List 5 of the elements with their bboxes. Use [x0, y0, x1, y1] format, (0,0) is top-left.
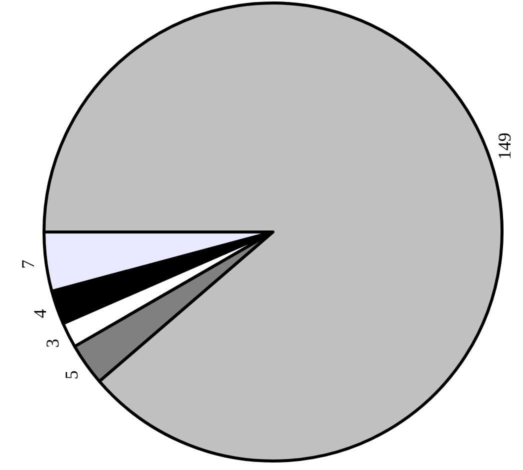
data-label: 7: [18, 260, 38, 269]
data-label: 5: [62, 370, 82, 380]
data-label: 3: [42, 338, 63, 348]
data-label: 4: [30, 309, 50, 318]
data-label: 149: [494, 132, 515, 160]
